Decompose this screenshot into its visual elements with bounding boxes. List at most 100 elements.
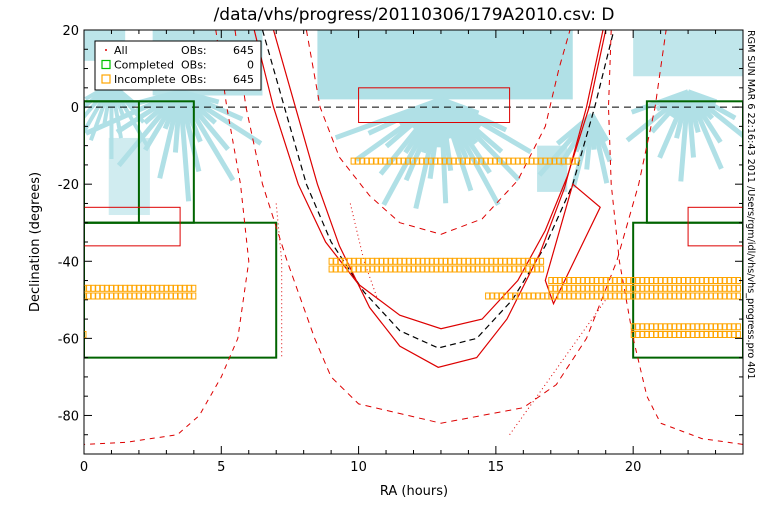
incomplete-ob-marker — [726, 284, 732, 292]
incomplete-ob-marker — [685, 292, 691, 300]
right-dotted-curve — [509, 299, 607, 435]
incomplete-ob-marker — [699, 292, 705, 300]
incomplete-ob-marker — [373, 157, 379, 165]
incomplete-ob-marker — [493, 257, 499, 265]
x-tick-label: 15 — [488, 460, 505, 475]
incomplete-ob-marker — [515, 157, 521, 165]
incomplete-ob-marker — [177, 292, 183, 300]
incomplete-ob-marker — [127, 284, 133, 292]
incomplete-ob-marker — [456, 257, 462, 265]
incomplete-ob-marker — [159, 292, 165, 300]
pointing-footprint — [109, 82, 149, 146]
incomplete-ob-marker — [726, 277, 732, 284]
galactic-wide-lower-curve — [234, 30, 667, 424]
incomplete-ob-marker — [681, 323, 686, 331]
incomplete-ob-marker — [548, 284, 554, 292]
incomplete-ob-marker — [639, 323, 645, 331]
incomplete-ob-marker — [328, 265, 334, 273]
incomplete-ob-marker — [658, 292, 664, 300]
incomplete-ob-marker — [383, 257, 389, 265]
incomplete-ob-marker — [735, 292, 741, 300]
incomplete-ob-marker — [667, 284, 673, 292]
incomplete-ob-marker — [392, 257, 398, 265]
incomplete-ob-marker — [465, 157, 470, 165]
incomplete-ob-marker — [676, 323, 682, 331]
incomplete-ob-marker — [667, 292, 673, 300]
incomplete-ob-marker — [662, 331, 668, 338]
incomplete-ob-marker — [671, 331, 677, 338]
incomplete-ob-marker — [735, 323, 741, 331]
incomplete-ob-marker — [708, 277, 714, 284]
incomplete-ob-marker — [397, 257, 403, 265]
pointing-footprint — [633, 30, 743, 77]
incomplete-ob-marker — [502, 257, 508, 265]
incomplete-ob-marker — [722, 292, 728, 300]
incomplete-ob-marker — [512, 292, 518, 300]
incomplete-ob-marker — [159, 284, 165, 292]
incomplete-ob-marker — [406, 265, 412, 273]
legend-count: 0 — [247, 59, 254, 72]
incomplete-ob-marker — [346, 257, 352, 265]
incomplete-ob-marker — [359, 157, 365, 165]
incomplete-ob-marker — [410, 157, 416, 165]
incomplete-ob-marker — [653, 277, 659, 284]
incomplete-ob-marker — [163, 292, 169, 300]
incomplete-ob-marker — [726, 331, 732, 338]
incomplete-ob-marker — [186, 284, 192, 292]
incomplete-ob-marker — [526, 292, 532, 300]
incomplete-ob-marker — [465, 257, 471, 265]
y-tick-label: -20 — [58, 178, 79, 193]
incomplete-ob-marker — [401, 265, 407, 273]
legend-label: Completed — [114, 59, 174, 72]
incomplete-ob-marker — [580, 277, 586, 284]
incomplete-ob-marker — [405, 157, 411, 165]
incomplete-ob-marker — [639, 277, 645, 284]
incomplete-ob-marker — [154, 292, 160, 300]
incomplete-ob-marker — [411, 265, 416, 273]
incomplete-ob-marker — [502, 265, 508, 273]
incomplete-ob-marker — [369, 257, 375, 265]
incomplete-ob-marker — [90, 292, 96, 300]
galactic-wide-upper-curve — [305, 30, 571, 235]
incomplete-ob-marker — [508, 292, 513, 300]
incomplete-ob-marker — [690, 323, 696, 331]
incomplete-ob-marker — [552, 284, 558, 292]
incomplete-ob-marker — [333, 257, 339, 265]
incomplete-ob-marker — [598, 277, 604, 284]
incomplete-ob-marker — [497, 157, 502, 165]
incomplete-ob-marker — [182, 284, 188, 292]
incomplete-ob-marker — [676, 277, 682, 284]
incomplete-ob-marker — [708, 292, 714, 300]
incomplete-ob-marker — [690, 277, 696, 284]
incomplete-ob-marker — [150, 284, 156, 292]
incomplete-ob-marker — [387, 157, 393, 165]
incomplete-ob-marker — [337, 257, 343, 265]
incomplete-ob-marker — [703, 292, 709, 300]
incomplete-ob-marker — [470, 257, 476, 265]
incomplete-ob-marker — [396, 157, 402, 165]
incomplete-ob-marker — [589, 292, 595, 300]
incomplete-ob-marker — [552, 277, 558, 284]
incomplete-ob-marker — [649, 284, 654, 292]
y-tick-label: -60 — [58, 332, 79, 347]
incomplete-ob-marker — [690, 331, 696, 338]
incomplete-ob-marker — [713, 277, 718, 284]
incomplete-ob-marker — [713, 284, 718, 292]
legend-label: All — [114, 44, 128, 57]
incomplete-ob-marker — [594, 292, 600, 300]
incomplete-ob-marker — [662, 323, 668, 331]
incomplete-ob-marker — [420, 257, 426, 265]
incomplete-ob-marker — [141, 292, 146, 300]
galactic-lower-curve — [272, 30, 604, 368]
incomplete-ob-marker — [653, 292, 659, 300]
incomplete-ob-marker — [731, 284, 737, 292]
incomplete-ob-marker — [191, 292, 197, 300]
incomplete-ob-marker — [365, 265, 371, 273]
incomplete-ob-marker — [415, 265, 421, 273]
incomplete-ob-marker — [589, 284, 595, 292]
incomplete-ob-marker — [566, 277, 572, 284]
incomplete-ob-marker — [443, 265, 448, 273]
incomplete-ob-marker — [699, 331, 705, 338]
legend-marker — [101, 59, 111, 70]
incomplete-ob-marker — [469, 157, 475, 165]
